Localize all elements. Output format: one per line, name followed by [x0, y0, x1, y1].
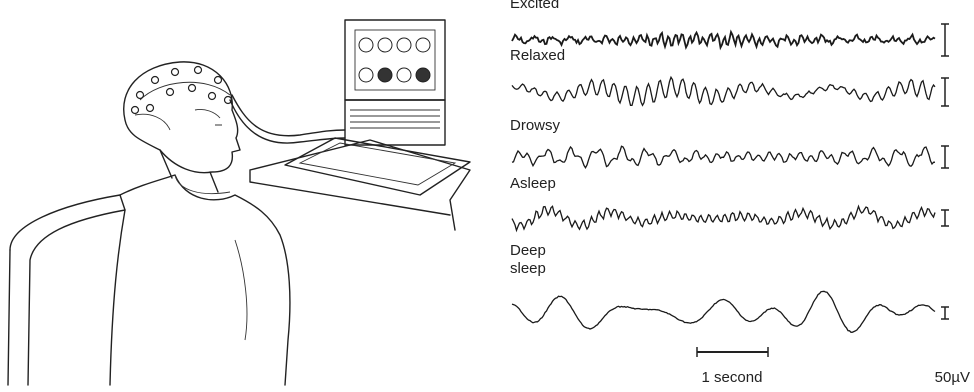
amplitude-bar	[941, 24, 949, 56]
neck	[160, 150, 218, 192]
screen-icon	[359, 68, 373, 82]
sleeve	[235, 240, 247, 340]
trace-label: Relaxed	[510, 47, 565, 64]
screen-icon	[416, 68, 430, 82]
chair	[10, 195, 125, 385]
amplitude-bar	[941, 210, 949, 226]
eeg-trace	[512, 77, 935, 105]
screen-icons	[359, 38, 430, 82]
chair-edge	[8, 250, 10, 385]
shirt	[120, 175, 290, 385]
shirt-back	[110, 210, 125, 385]
computer-base	[345, 100, 445, 145]
collar	[175, 175, 230, 194]
cable	[230, 100, 345, 143]
eeg-trace	[512, 206, 935, 230]
cable	[232, 95, 345, 136]
screen-icon	[359, 38, 373, 52]
trace-label: Excited	[510, 0, 559, 12]
screen-icon	[416, 38, 430, 52]
electrode	[152, 77, 159, 84]
trace-label: Deep	[510, 242, 546, 259]
cap-band	[140, 82, 230, 100]
monitor	[345, 20, 445, 100]
trace-label: Asleep	[510, 175, 556, 192]
electrode	[189, 85, 196, 92]
electrode	[137, 92, 144, 99]
head	[124, 62, 240, 173]
electrode	[147, 105, 154, 112]
amplitude-bar	[941, 307, 949, 319]
time-scale-label: 1 second	[702, 369, 763, 386]
desk	[250, 140, 470, 230]
trace-label: sleep	[510, 260, 546, 277]
keys	[300, 143, 455, 185]
electrode	[209, 93, 216, 100]
face-lines	[135, 109, 222, 130]
electrode	[195, 67, 202, 74]
electrode	[132, 107, 139, 114]
amplitude-bar	[941, 78, 949, 106]
electrode	[167, 89, 174, 96]
screen-icon	[397, 38, 411, 52]
electrode	[215, 77, 222, 84]
electrodes	[132, 67, 232, 114]
eeg-figure: Excited Relaxed Drowsy Asleep Deepsleep 1 se…	[0, 0, 974, 387]
illustration	[8, 20, 470, 385]
vents	[350, 110, 440, 128]
trace-label: Drowsy	[510, 117, 561, 134]
electrode	[172, 69, 179, 76]
keyboard	[285, 138, 470, 195]
screen-icon	[397, 68, 411, 82]
eeg-trace	[512, 32, 935, 48]
eeg-trace	[512, 291, 935, 332]
amplitude-scale-label: 50µV	[935, 369, 970, 386]
screen-icon	[378, 68, 392, 82]
amplitude-bar	[941, 146, 949, 168]
screen-icon	[378, 38, 392, 52]
eeg-trace	[512, 146, 935, 167]
